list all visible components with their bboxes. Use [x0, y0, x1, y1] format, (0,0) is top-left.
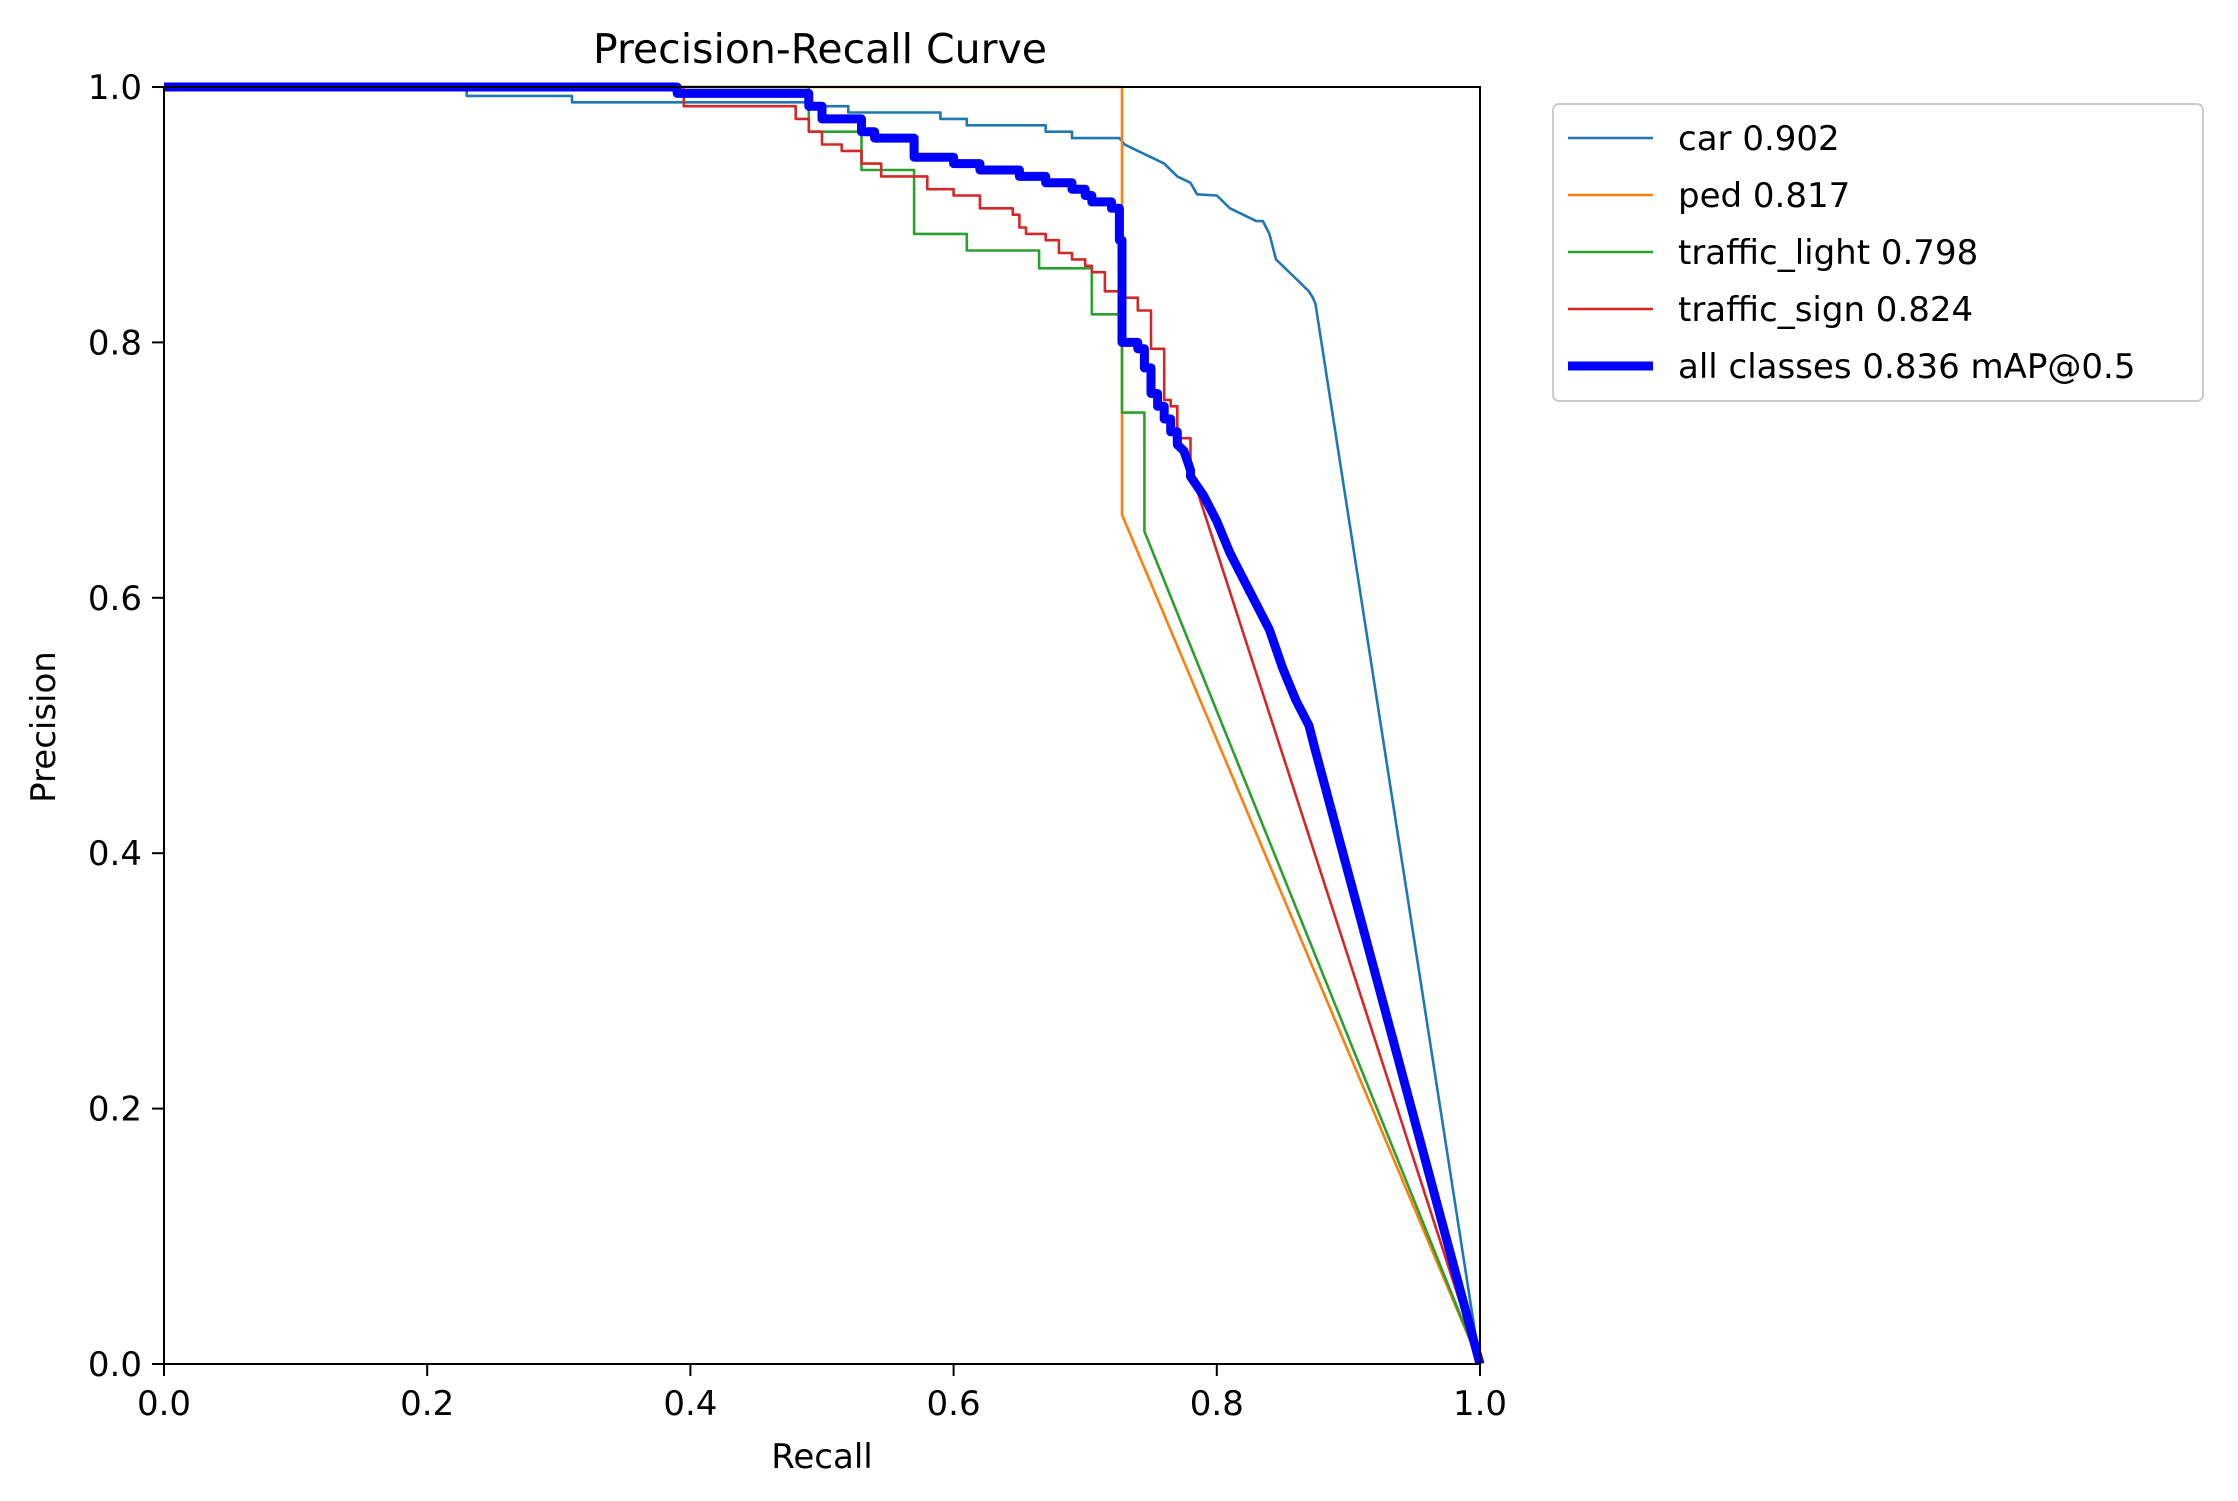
series-line-traffic-light: [164, 85, 1482, 1365]
x-tick-label: 0.2: [400, 1384, 454, 1424]
y-tick-label: 0.8: [88, 323, 142, 363]
x-tick-label: 1.0: [1453, 1384, 1507, 1424]
chart-title: Precision-Recall Curve: [593, 25, 1047, 73]
x-tick-label: 0.8: [1190, 1384, 1244, 1424]
x-tick-label: 0.4: [663, 1384, 717, 1424]
y-tick-label: 1.0: [88, 68, 142, 108]
y-tick-label: 0.0: [88, 1345, 142, 1385]
legend-label: traffic_sign 0.824: [1678, 290, 1973, 330]
legend: car 0.902 ped 0.817 traffic_light 0.798 tra…: [1552, 103, 2204, 402]
y-tick-label: 0.4: [88, 834, 142, 874]
legend-frame: [1552, 103, 2204, 402]
legend-items: car 0.902 ped 0.817 traffic_light 0.798 tra…: [1568, 119, 2135, 387]
x-tick-label: 0.6: [927, 1384, 981, 1424]
legend-label: car 0.902: [1678, 119, 1840, 159]
legend-label: all classes 0.836 mAP@0.5: [1678, 347, 2135, 387]
legend-label: traffic_light 0.798: [1678, 233, 1978, 273]
x-tick-label: 0.0: [137, 1384, 191, 1424]
axes-frame: [163, 86, 1481, 1365]
legend-label: ped 0.817: [1678, 176, 1850, 216]
series-line-all-classes: [164, 82, 1485, 1366]
y-tick-label: 0.2: [88, 1090, 142, 1130]
y-axis-label: Precision: [24, 651, 64, 803]
plot-area: [163, 82, 1485, 1366]
y-axis: 0.0 0.2 0.4 0.6 0.8 1.0: [88, 68, 164, 1385]
series-line-traffic-sign: [164, 85, 1482, 1365]
x-axis: 0.0 0.2 0.4 0.6 0.8 1.0: [137, 1364, 1507, 1424]
x-axis-label: Recall: [771, 1437, 872, 1477]
y-tick-label: 0.6: [88, 579, 142, 619]
